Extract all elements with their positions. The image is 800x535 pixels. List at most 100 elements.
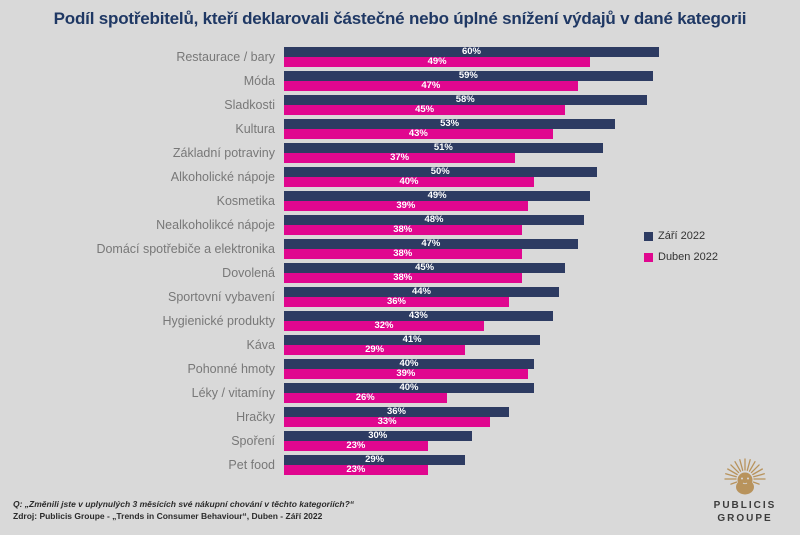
value-label: 30%: [368, 430, 388, 441]
value-label: 41%: [402, 334, 422, 345]
bar-zari-2022: 44%: [284, 287, 559, 297]
bar-zari-2022: 40%: [284, 359, 534, 369]
bar-duben-2022: 38%: [284, 273, 522, 283]
logo-text-publicis: PUBLICIS: [713, 500, 777, 511]
chart-row: Spoření 30% 23%: [0, 429, 800, 453]
chart-row: Sportovní vybavení 44% 36%: [0, 285, 800, 309]
chart-row: Sladkosti 58% 45%: [0, 93, 800, 117]
chart-row: Pohonné hmoty 40% 39%: [0, 357, 800, 381]
legend-swatch-icon: [644, 252, 653, 262]
bar-duben-2022: 32%: [284, 321, 484, 331]
bar-duben-2022: 47%: [284, 81, 578, 91]
bar-pair: 44% 36%: [284, 287, 559, 307]
value-label: 50%: [430, 166, 450, 177]
bar-zari-2022: 59%: [284, 71, 653, 81]
category-label: Dovolená: [222, 266, 275, 280]
chart-row: Dovolená 45% 38%: [0, 261, 800, 285]
value-label: 32%: [374, 320, 394, 331]
bar-duben-2022: 23%: [284, 441, 428, 451]
value-label: 38%: [393, 224, 413, 235]
bar-zari-2022: 43%: [284, 311, 553, 321]
bar-pair: 47% 38%: [284, 239, 578, 259]
category-label: Sladkosti: [224, 98, 275, 112]
bar-pair: 51% 37%: [284, 143, 603, 163]
category-label: Spoření: [231, 434, 275, 448]
bar-duben-2022: 39%: [284, 201, 528, 211]
value-label: 49%: [427, 56, 447, 67]
value-label: 44%: [411, 286, 431, 297]
page-title: Podíl spotřebitelů, kteří deklarovali čá…: [53, 9, 747, 28]
category-label: Základní potraviny: [172, 146, 275, 160]
bar-pair: 53% 43%: [284, 119, 616, 139]
chart-row: Kultura 53% 43%: [0, 117, 800, 141]
bar-pair: 43% 32%: [284, 311, 553, 331]
chart-row: Domácí spotřebiče a elektronika 47% 38%: [0, 237, 800, 261]
category-label: Sportovní vybavení: [167, 290, 275, 304]
chart-row: Hračky 36% 33%: [0, 405, 800, 429]
legend-swatch-icon: [644, 231, 653, 241]
value-label: 48%: [424, 214, 444, 225]
bar-zari-2022: 50%: [284, 167, 597, 177]
value-label: 26%: [355, 392, 375, 403]
value-label: 45%: [415, 104, 435, 115]
bar-pair: 49% 39%: [284, 191, 591, 211]
bar-zari-2022: 51%: [284, 143, 603, 153]
category-label: Káva: [246, 338, 276, 352]
bar-duben-2022: 49%: [284, 56, 591, 67]
chart-legend: Září 2022 Duben 2022: [644, 230, 718, 272]
bar-zari-2022: 30%: [284, 431, 472, 441]
footnote-question: Q: „Změnili jste v uplynulých 3 měsících…: [13, 499, 355, 509]
bar-zari-2022: 41%: [284, 334, 541, 345]
bar-pair: 41% 29%: [284, 334, 541, 355]
value-label: 40%: [399, 382, 419, 393]
bar-duben-2022: 36%: [284, 297, 509, 307]
value-label: 23%: [346, 440, 366, 451]
bar-duben-2022: 37%: [284, 153, 516, 163]
value-label: 58%: [455, 94, 475, 105]
chart-row: Základní potraviny 51% 37%: [0, 141, 800, 165]
category-label: Alkoholické nápoje: [170, 170, 275, 184]
category-label: Nealkoholikcé nápoje: [156, 218, 275, 232]
bar-zari-2022: 47%: [284, 239, 578, 249]
bar-pair: 45% 38%: [284, 263, 566, 283]
bar-pair: 40% 39%: [284, 359, 534, 379]
category-label: Restaurace / bary: [176, 50, 275, 64]
value-label: 43%: [408, 310, 428, 321]
value-label: 29%: [365, 454, 385, 465]
legend-item-duben-2022: Duben 2022: [644, 251, 718, 263]
category-label: Pet food: [228, 458, 275, 472]
bar-duben-2022: 23%: [284, 465, 428, 475]
value-label: 47%: [421, 80, 441, 91]
chart-row: Léky / vitamíny 40% 26%: [0, 381, 800, 405]
bar-zari-2022: 36%: [284, 407, 509, 417]
category-label: Kultura: [235, 122, 275, 136]
bar-duben-2022: 26%: [284, 393, 447, 403]
value-label: 23%: [346, 464, 366, 475]
value-label: 38%: [393, 248, 413, 259]
legend-label: Duben 2022: [658, 251, 718, 263]
publicis-logo: PUBLICIS GROUPE: [698, 453, 792, 525]
value-label: 29%: [365, 344, 385, 355]
value-label: 47%: [421, 238, 441, 249]
bar-pair: 36% 33%: [284, 407, 509, 427]
value-label: 59%: [458, 70, 478, 81]
value-label: 51%: [433, 142, 453, 153]
bar-zari-2022: 58%: [284, 95, 647, 105]
bar-duben-2022: 43%: [284, 129, 553, 139]
bar-duben-2022: 38%: [284, 249, 522, 259]
chart-row: Móda 59% 47%: [0, 69, 800, 93]
chart-row: Hygienické produkty 43% 32%: [0, 309, 800, 333]
value-label: 36%: [386, 296, 406, 307]
bar-zari-2022: 48%: [284, 215, 584, 225]
category-label: Domácí spotřebiče a elektronika: [96, 242, 275, 256]
bar-zari-2022: 29%: [284, 454, 466, 465]
category-label: Móda: [243, 74, 275, 88]
footnote: Q: „Změnili jste v uplynulých 3 měsících…: [13, 499, 354, 522]
bar-duben-2022: 40%: [284, 177, 534, 187]
bar-pair: 40% 26%: [284, 383, 534, 403]
bar-pair: 50% 40%: [284, 167, 597, 187]
value-label: 33%: [377, 416, 397, 427]
footnote-source: Zdroj: Publicis Groupe - „Trends in Cons…: [13, 510, 323, 521]
bar-duben-2022: 29%: [284, 344, 466, 355]
bar-duben-2022: 45%: [284, 104, 566, 115]
